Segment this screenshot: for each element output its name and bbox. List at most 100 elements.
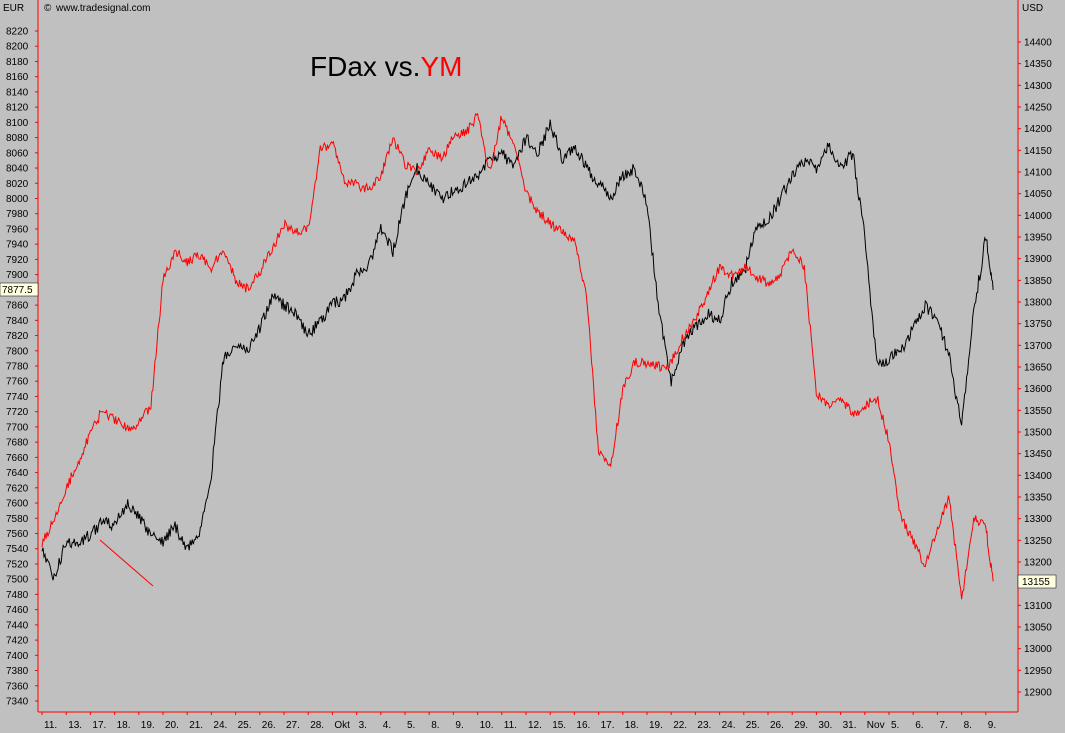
right-last-value-tag: 13155 <box>1017 574 1057 589</box>
right-tick-label: 13450 <box>1024 449 1052 460</box>
plot-area <box>41 112 994 600</box>
right-tick-label: 13850 <box>1024 276 1052 287</box>
left-tick-label: 7660 <box>6 453 29 464</box>
right-tick-label: 13800 <box>1024 298 1052 309</box>
left-tick-label: 7400 <box>6 651 29 662</box>
x-tick-label: 19. <box>141 720 155 731</box>
x-tick-label: 22. <box>673 720 687 731</box>
right-tick-label: 14050 <box>1024 189 1052 200</box>
right-tick-label: 13100 <box>1024 601 1052 612</box>
x-tick-label: 5. <box>891 720 899 731</box>
right-tick-label: 13300 <box>1024 514 1052 525</box>
x-tick-label: 5. <box>407 720 415 731</box>
x-tick-label: 17. <box>601 720 615 731</box>
trendline-annotation <box>99 539 154 587</box>
x-tick-label: Okt <box>334 720 350 731</box>
left-tick-label: 7760 <box>6 377 29 388</box>
series-line-ym <box>41 112 994 600</box>
title-part-ym: YM <box>420 51 462 82</box>
x-tick-label: 3. <box>359 720 367 731</box>
series-line-fdax <box>41 119 994 581</box>
x-tick-label: 4. <box>383 720 391 731</box>
right-tick-label: 14200 <box>1024 124 1052 135</box>
x-tick-label: 8. <box>964 720 972 731</box>
left-tick-label: 7500 <box>6 575 29 586</box>
x-tick-label: 8. <box>431 720 439 731</box>
left-tick-label: 8200 <box>6 42 29 53</box>
right-tick-label: 12900 <box>1024 688 1052 699</box>
right-tick-label: 13500 <box>1024 428 1052 439</box>
x-tick-label: 6. <box>915 720 923 731</box>
right-tick-label: 13050 <box>1024 623 1052 634</box>
x-tick-label: 20. <box>165 720 179 731</box>
x-axis-ticks: 11. 13. 17. 18. 19. 20. 21. 24. 25. 26. 27. 28. Okt 3… <box>41 712 996 731</box>
right-tick-label: 14150 <box>1024 146 1052 157</box>
right-last-value: 13155 <box>1022 577 1050 588</box>
left-tick-label: 7700 <box>6 422 29 433</box>
left-tick-label: 7420 <box>6 636 29 647</box>
left-tick-label: 8000 <box>6 194 29 205</box>
left-tick-label: 7380 <box>6 666 29 677</box>
right-tick-label: 13750 <box>1024 319 1052 330</box>
x-tick-label: 25. <box>238 720 252 731</box>
left-tick-label: 8060 <box>6 148 29 159</box>
left-tick-label: 8080 <box>6 133 29 144</box>
left-tick-label: 7440 <box>6 620 29 631</box>
x-tick-label: 26. <box>770 720 784 731</box>
left-tick-label: 7640 <box>6 468 29 479</box>
left-tick-label: 7360 <box>6 681 29 692</box>
left-tick-label: 7540 <box>6 544 29 555</box>
axes <box>37 0 1019 713</box>
right-tick-label: 13000 <box>1024 644 1052 655</box>
left-tick-label: 7620 <box>6 483 29 494</box>
left-tick-label: 8020 <box>6 179 29 190</box>
right-tick-label: 14000 <box>1024 211 1052 222</box>
left-tick-label: 7860 <box>6 301 29 312</box>
left-tick-label: 7960 <box>6 224 29 235</box>
right-tick-label: 12950 <box>1024 666 1052 677</box>
x-tick-label: 15. <box>552 720 566 731</box>
x-tick-label: Nov <box>867 720 885 731</box>
left-tick-label: 7560 <box>6 529 29 540</box>
right-currency-label: USD <box>1022 3 1043 14</box>
x-tick-label: 23. <box>697 720 711 731</box>
x-tick-label: 17. <box>92 720 106 731</box>
left-tick-label: 7720 <box>6 407 29 418</box>
left-tick-label: 7520 <box>6 559 29 570</box>
x-tick-label: 26. <box>262 720 276 731</box>
left-tick-label: 8120 <box>6 103 29 114</box>
x-tick-label: 11. <box>44 720 57 731</box>
title-part-fdax: FDax vs. <box>310 51 420 82</box>
right-tick-label: 14100 <box>1024 168 1052 179</box>
x-tick-label: 9. <box>988 720 996 731</box>
x-tick-label: 24. <box>722 720 736 731</box>
x-tick-label: 11. <box>504 720 517 731</box>
right-tick-label: 13900 <box>1024 254 1052 265</box>
left-tick-label: 8100 <box>6 118 29 129</box>
left-axis-ticks: 7340 7360 7380 7400 7420 7440 7460 7480 7500 7520… <box>6 27 38 708</box>
left-tick-label: 8160 <box>6 72 29 83</box>
left-currency-label: EUR <box>3 3 24 14</box>
right-tick-label: 13250 <box>1024 536 1052 547</box>
left-tick-label: 7840 <box>6 316 29 327</box>
left-tick-label: 7580 <box>6 514 29 525</box>
x-tick-label: 28. <box>310 720 324 731</box>
left-tick-label: 7460 <box>6 605 29 616</box>
right-tick-label: 14250 <box>1024 103 1052 114</box>
x-tick-label: 21. <box>189 720 203 731</box>
x-tick-label: 10. <box>480 720 494 731</box>
left-tick-label: 7480 <box>6 590 29 601</box>
right-tick-label: 13400 <box>1024 471 1052 482</box>
x-tick-label: 7. <box>939 720 947 731</box>
left-tick-label: 7340 <box>6 697 29 708</box>
x-tick-label: 19. <box>649 720 663 731</box>
copyright-icon: © <box>44 3 52 14</box>
right-tick-label: 13350 <box>1024 493 1052 504</box>
left-tick-label: 7820 <box>6 331 29 342</box>
right-tick-label: 13650 <box>1024 363 1052 374</box>
x-tick-label: 18. <box>117 720 131 731</box>
right-axis-ticks: 1290012950130001305013100131501320013250… <box>1018 38 1052 699</box>
